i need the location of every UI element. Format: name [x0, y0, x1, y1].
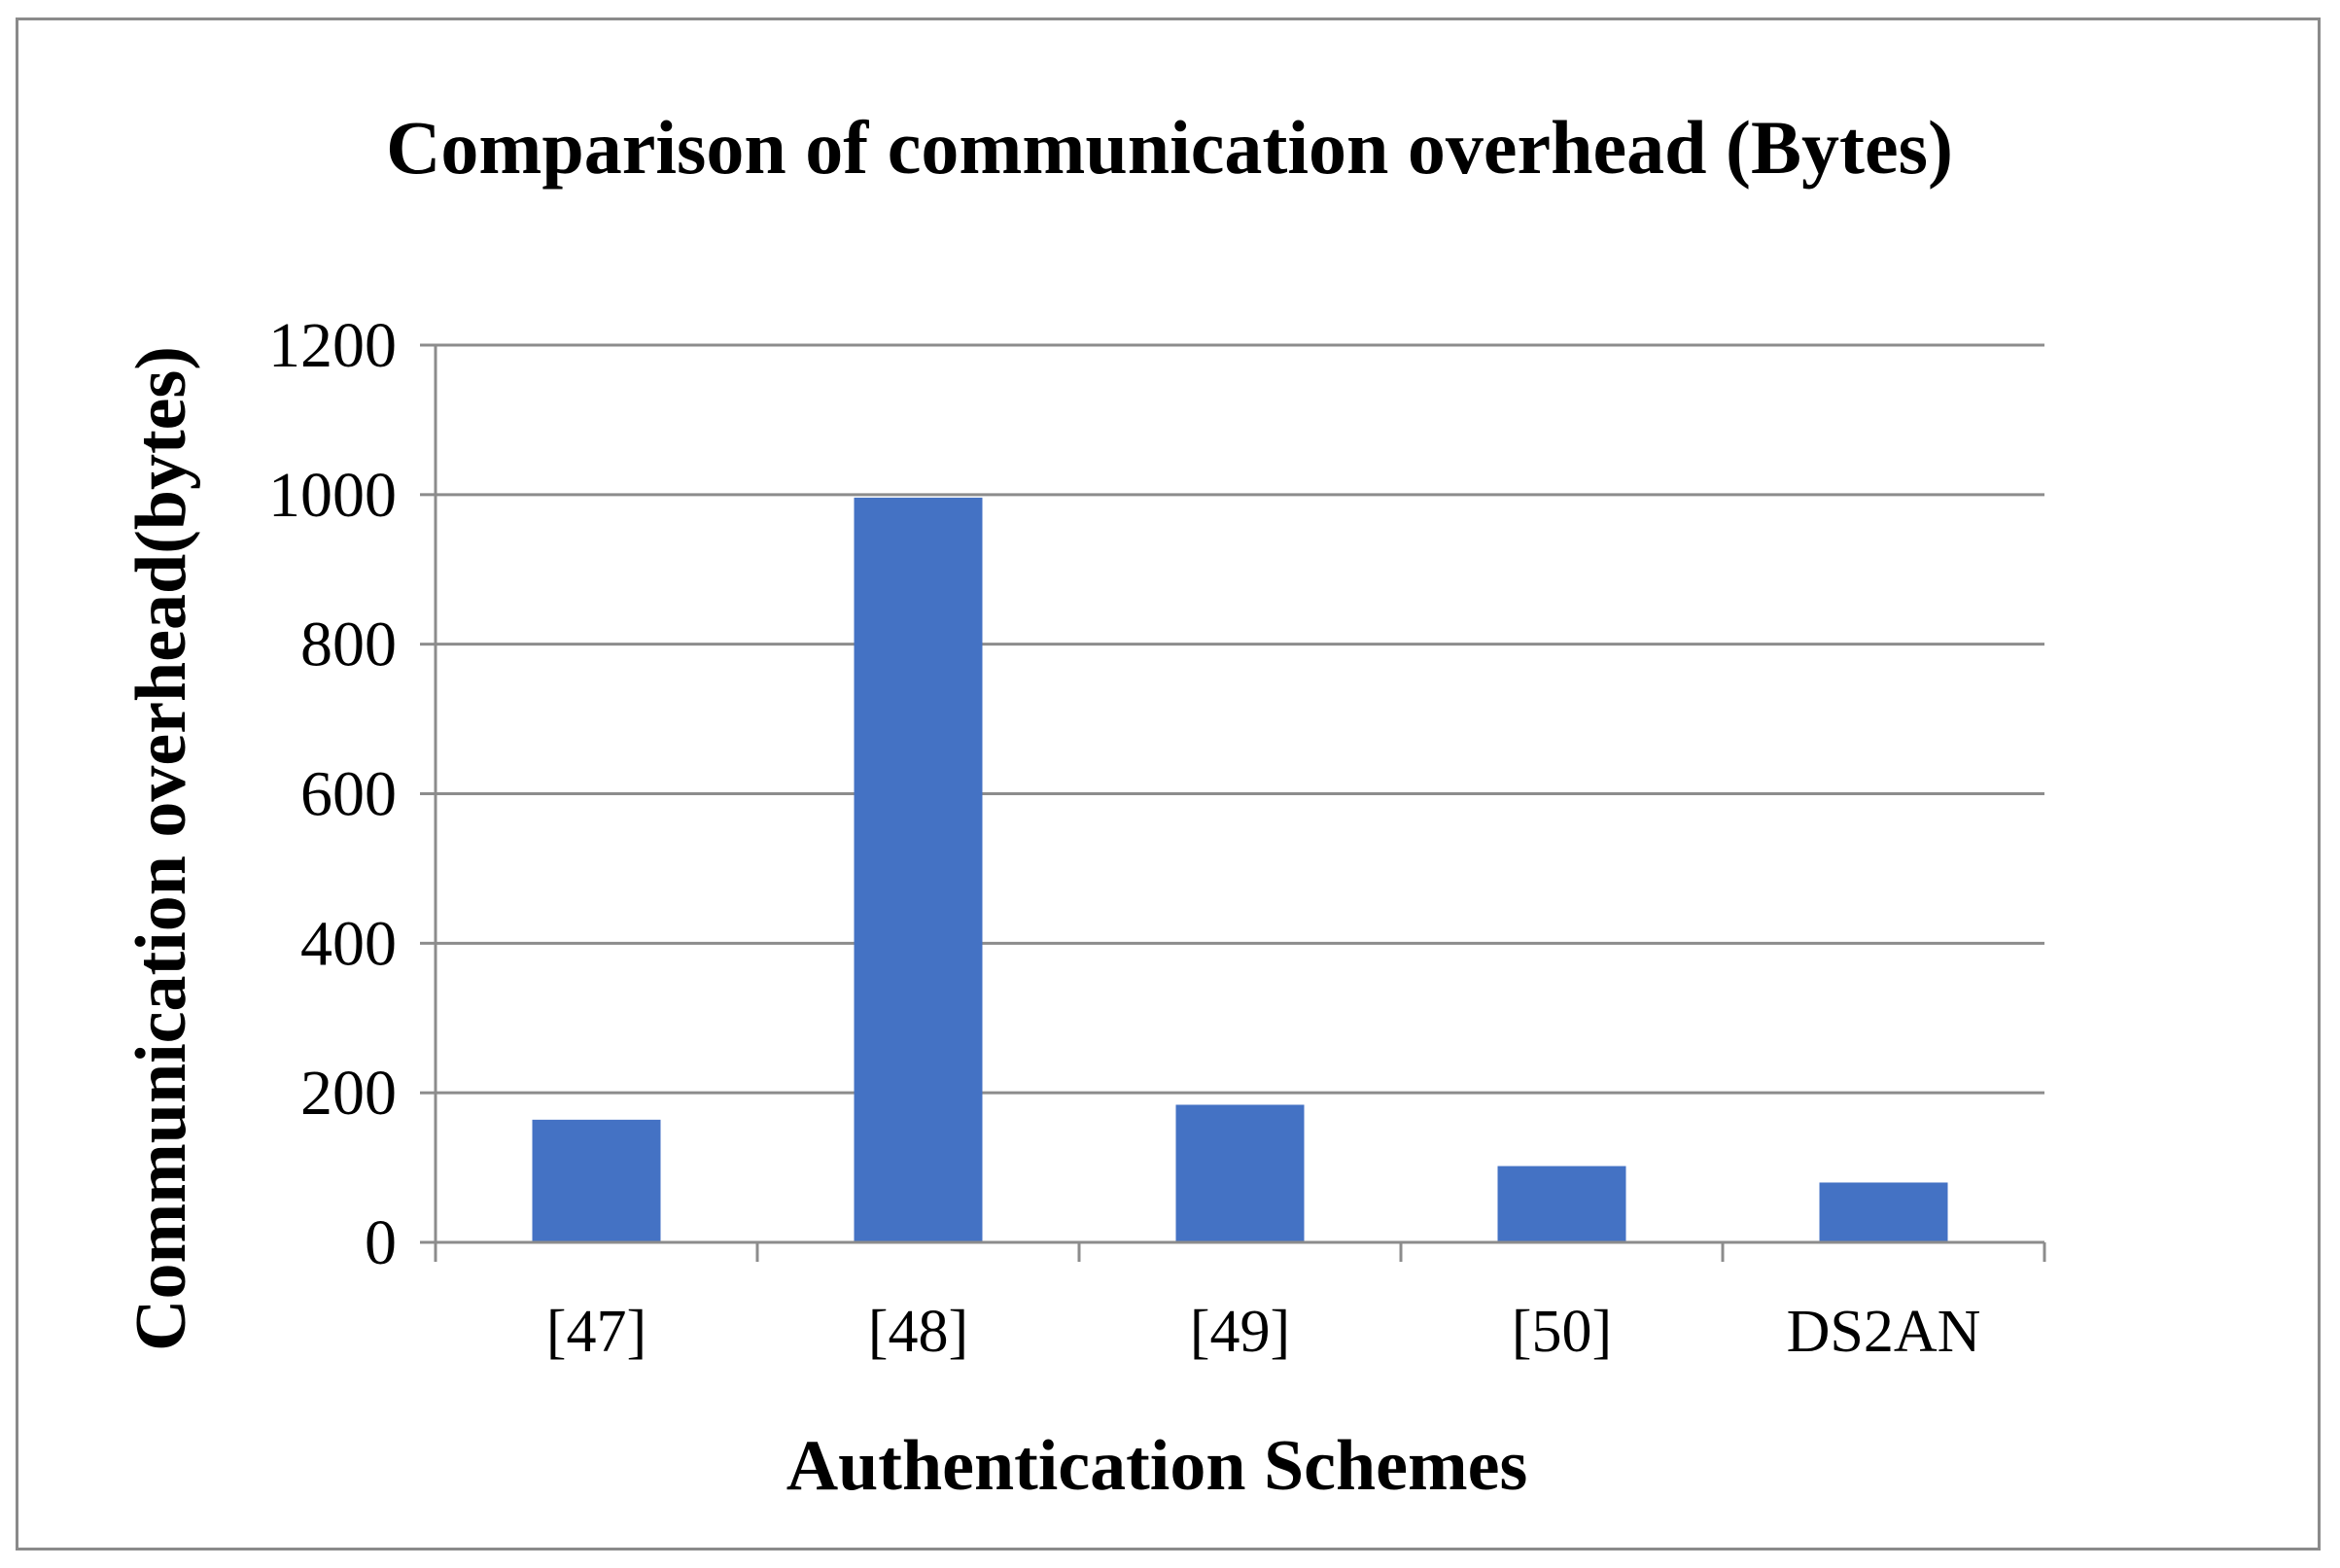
x-category-label: [49]	[1190, 1299, 1290, 1365]
y-tick-label: 600	[300, 759, 397, 830]
y-tick-label: 800	[300, 610, 397, 680]
x-category-label: [47]	[546, 1299, 646, 1365]
chart-frame	[16, 17, 2321, 1551]
gridlines	[436, 343, 2044, 1095]
y-tick-label: 0	[365, 1207, 397, 1278]
y-axis-tick-labels: 0 200 400 600 800 1000 1200	[268, 310, 397, 1278]
bar-50	[1497, 1166, 1626, 1242]
x-category-label: DS2AN	[1787, 1299, 1981, 1365]
y-tick-label: 200	[300, 1058, 397, 1129]
x-axis-title: Authentication Schemes	[786, 1426, 1528, 1506]
bars	[532, 497, 1948, 1242]
y-tick-label: 1000	[268, 460, 397, 531]
bar-48	[854, 497, 983, 1242]
x-category-label: [50]	[1512, 1299, 1612, 1365]
chart-title: Comparison of communication overhead (By…	[386, 105, 1953, 190]
x-axis-category-labels: [47] [48] [49] [50] DS2AN	[546, 1299, 1981, 1365]
bar-ds2an	[1819, 1182, 1948, 1242]
y-tick-label: 1200	[268, 310, 397, 381]
y-axis-title: Communication overhead(bytes)	[122, 346, 201, 1351]
bar-47	[532, 1119, 661, 1242]
bar-49	[1175, 1104, 1305, 1242]
x-axis	[420, 343, 2046, 1262]
x-category-label: [48]	[868, 1299, 968, 1365]
y-tick-label: 400	[300, 908, 397, 979]
